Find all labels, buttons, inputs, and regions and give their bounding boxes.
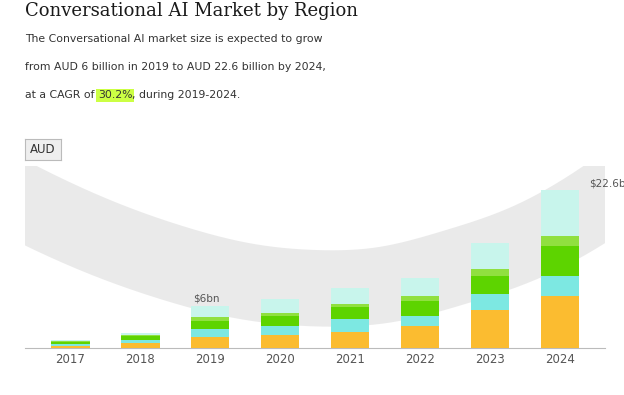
Bar xyxy=(540,236,579,246)
Bar xyxy=(331,332,369,348)
Bar xyxy=(540,190,579,236)
Bar xyxy=(261,299,300,313)
Bar xyxy=(51,341,90,342)
Text: Conversational AI Market by Region: Conversational AI Market by Region xyxy=(25,2,358,20)
Bar xyxy=(191,337,230,348)
Bar xyxy=(191,317,230,321)
Bar xyxy=(121,333,160,335)
Bar xyxy=(191,321,230,329)
Bar xyxy=(261,316,300,325)
Bar xyxy=(331,307,369,319)
Text: The Conversational AI market size is expected to grow: The Conversational AI market size is exp… xyxy=(25,34,323,43)
Bar xyxy=(401,296,439,301)
Bar xyxy=(470,310,509,348)
Text: 30.2%: 30.2% xyxy=(98,90,132,100)
Bar xyxy=(51,340,90,341)
Bar xyxy=(121,340,160,343)
Bar xyxy=(261,335,300,348)
Bar xyxy=(121,343,160,348)
Bar xyxy=(121,335,160,337)
Text: $22.6bn: $22.6bn xyxy=(589,178,624,188)
Bar xyxy=(401,278,439,296)
Text: at a CAGR of: at a CAGR of xyxy=(25,90,98,100)
Bar xyxy=(540,246,579,276)
Bar xyxy=(51,342,90,344)
Bar xyxy=(401,316,439,326)
Bar xyxy=(51,344,90,346)
Text: $6bn: $6bn xyxy=(193,293,220,303)
Bar xyxy=(261,313,300,316)
Text: , during 2019-2024.: , during 2019-2024. xyxy=(132,90,241,100)
Bar xyxy=(401,326,439,348)
Bar xyxy=(401,301,439,316)
Legend: North America, MEA, APAC, Europe, Latin America: North America, MEA, APAC, Europe, Latin … xyxy=(128,393,502,395)
Bar xyxy=(470,269,509,276)
Bar xyxy=(121,337,160,340)
Bar xyxy=(540,296,579,348)
Bar xyxy=(51,346,90,348)
Bar xyxy=(191,329,230,337)
Text: AUD: AUD xyxy=(30,143,56,156)
Bar xyxy=(331,319,369,332)
Bar xyxy=(331,304,369,307)
Bar xyxy=(470,243,509,269)
Text: from AUD 6 billion in 2019 to AUD 22.6 billion by 2024,: from AUD 6 billion in 2019 to AUD 22.6 b… xyxy=(25,62,326,72)
Bar xyxy=(191,306,230,317)
Bar xyxy=(470,294,509,310)
Bar xyxy=(261,325,300,335)
Bar xyxy=(540,276,579,296)
Bar xyxy=(470,276,509,294)
Bar xyxy=(331,288,369,304)
